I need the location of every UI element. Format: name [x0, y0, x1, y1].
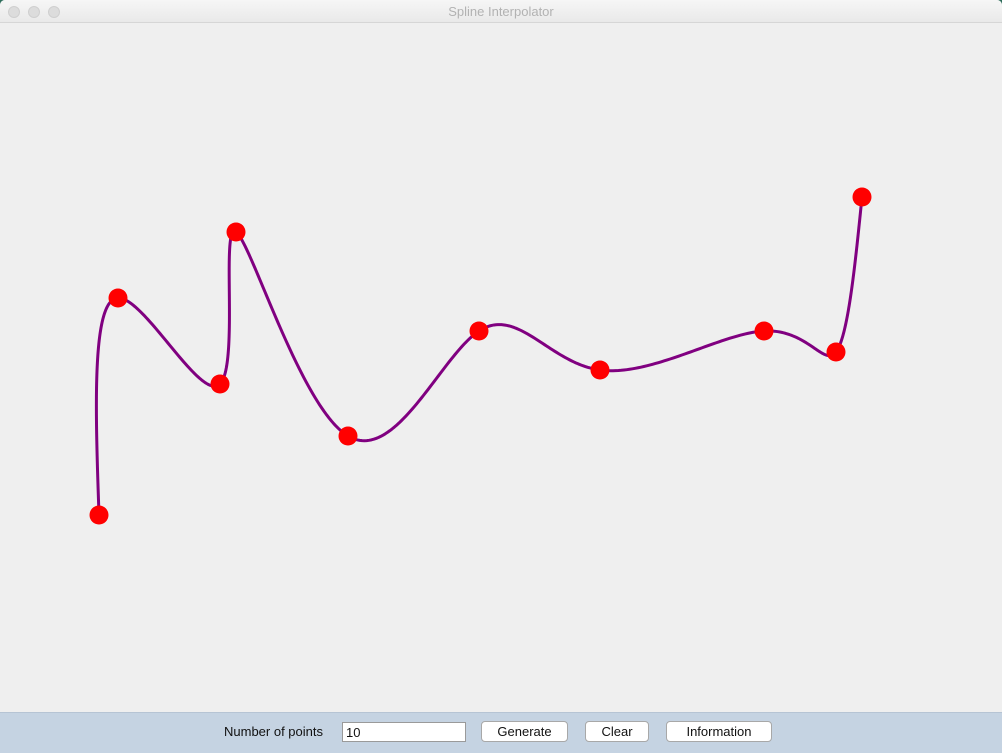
control-bar: Number of points Generate Clear Informat… — [0, 712, 1002, 753]
number-of-points-input[interactable] — [342, 722, 466, 742]
control-point[interactable] — [826, 342, 846, 362]
control-point[interactable] — [754, 321, 774, 341]
close-window-button[interactable] — [8, 6, 20, 18]
control-point[interactable] — [226, 222, 246, 242]
control-point[interactable] — [108, 288, 128, 308]
control-point[interactable] — [338, 426, 358, 446]
title-bar: Spline Interpolator — [0, 0, 1002, 23]
minimize-window-button[interactable] — [28, 6, 40, 18]
spline-curve — [94, 196, 864, 516]
number-of-points-label: Number of points — [224, 724, 323, 739]
generate-button[interactable]: Generate — [481, 721, 568, 742]
drawing-canvas[interactable] — [0, 23, 1002, 712]
window-title: Spline Interpolator — [448, 4, 554, 19]
zoom-window-button[interactable] — [48, 6, 60, 18]
control-point[interactable] — [210, 374, 230, 394]
clear-button[interactable]: Clear — [585, 721, 649, 742]
control-point[interactable] — [590, 360, 610, 380]
information-button[interactable]: Information — [666, 721, 772, 742]
control-point[interactable] — [89, 505, 109, 525]
control-point[interactable] — [469, 321, 489, 341]
control-point[interactable] — [852, 187, 872, 207]
spline-plot[interactable] — [0, 23, 1002, 712]
